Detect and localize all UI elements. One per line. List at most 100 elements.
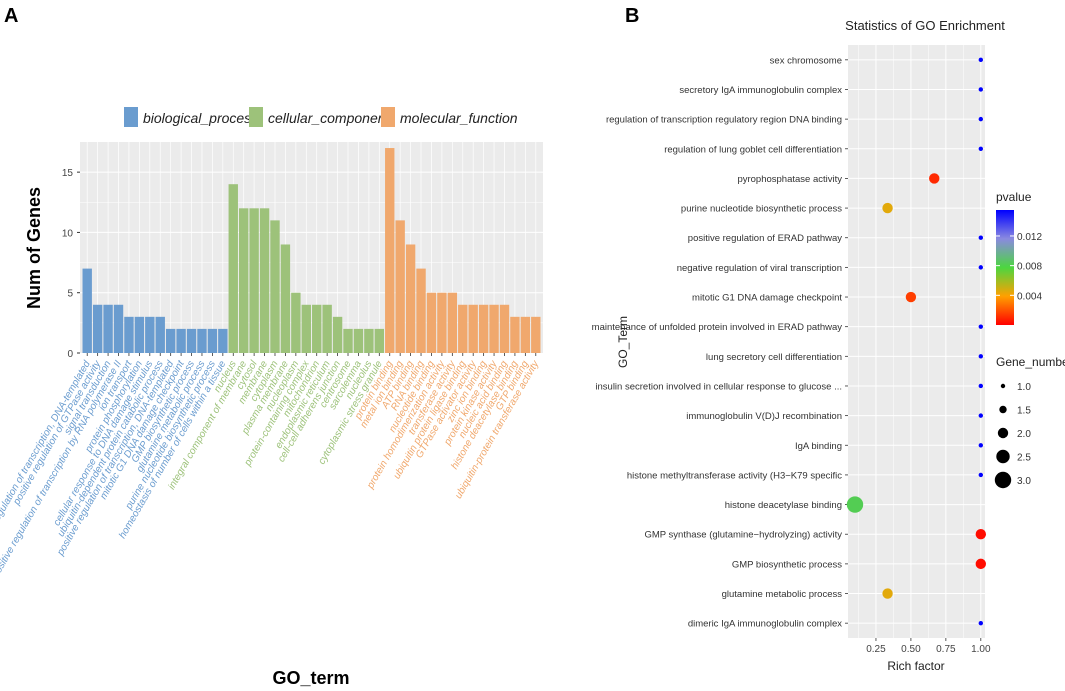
legend-swatch [381,107,395,127]
x-tick-label: 0.75 [936,644,956,655]
y-tick-label: 0 [67,349,73,360]
bar [405,244,416,353]
point [975,558,987,570]
bar [197,328,207,353]
bar [353,328,364,353]
point [975,529,987,540]
gene-number-legend-items: 1.0 1.5 2.0 2.5 3.0 [994,382,1031,489]
term-label: sex chromosome [770,55,842,66]
colorbar-tick-label: 0.012 [1017,232,1042,243]
term-label: dimeric IgA immunoglobulin complex [688,619,842,630]
term-label: negative regulation of viral transcripti… [677,263,842,274]
point [882,588,893,599]
bar [489,304,499,353]
bar [447,292,458,353]
term-label: histone methyltransferase activity (H3−K… [627,470,842,481]
gene-number-legend-title: Gene_number [996,355,1065,369]
size-legend-label: 1.5 [1017,406,1031,417]
term-label: positive regulation of ERAD pathway [688,233,842,244]
size-legend-label: 3.0 [1017,476,1031,487]
term-label: immunoglobulin V(D)J recombination [686,411,842,422]
point [978,472,984,478]
y-tick-label: 15 [62,168,74,179]
plot-b-x-axis: 0.25 0.50 0.75 1.00 [866,638,991,655]
bar [291,292,301,353]
bar [82,268,92,353]
bar [145,316,155,353]
size-legend-label: 1.0 [1017,382,1031,393]
size-legend-dot [999,405,1007,414]
pvalue-legend-ticks: 0.012 0.008 0.004 [996,232,1042,302]
bar [259,208,270,353]
point [882,202,893,214]
bar [176,328,186,353]
bar [468,304,478,353]
bar [113,304,124,353]
size-legend-label: 2.0 [1017,429,1031,440]
bar [270,220,280,353]
x-tick-label: 0.25 [866,644,886,655]
bar [364,328,374,353]
point [978,146,984,151]
term-label: histone deacetylase binding [725,500,842,511]
x-tick-label: 1.00 [971,644,991,655]
point [978,413,984,418]
term-label: purine nucleotide biosynthetic process [681,204,842,215]
size-legend-dot [1000,383,1006,389]
bar [478,304,489,353]
point [978,265,984,270]
bar [134,316,145,353]
y-tick-label: 5 [67,289,73,300]
point [978,235,984,240]
bar [186,328,197,353]
plot-b-points [846,57,987,626]
bar [374,328,385,353]
point [846,496,864,513]
term-label: insulin secretion involved in cellular r… [595,381,842,392]
bar [510,316,520,353]
point [978,324,984,329]
plot-b-gridlines [848,45,985,638]
bar [301,304,311,353]
plot-b-y-tick-labels: sex chromosome secretory IgA immunoglobul… [592,55,848,630]
term-label: GMP synthase (glutamine−hydrolyzing) act… [644,530,842,541]
size-legend-dot [994,471,1012,489]
term-label: regulation of transcription regulatory r… [606,115,842,126]
bar [416,268,426,353]
term-label: secretory IgA immunoglobulin complex [679,85,842,96]
bar [385,148,395,353]
size-legend-dot [997,427,1009,439]
plot-b-y-label: GO_Term [616,316,630,368]
bar [238,208,249,353]
point [978,57,984,63]
y-tick-label: 10 [62,228,74,239]
bar [124,316,134,353]
plot-a-bars [82,148,541,353]
point [978,620,984,626]
bar [207,328,218,353]
bar [92,304,103,353]
bar [165,328,176,353]
term-label: IgA binding [795,441,842,452]
point [978,443,984,448]
bar [458,304,468,353]
term-label: glutamine metabolic process [722,589,843,600]
size-legend-dot [996,449,1010,464]
bar [249,208,259,353]
panel-label-a: A [4,5,18,27]
plot-a-y-label: Num of Genes [24,187,44,309]
panel-label-b: B [625,5,639,27]
plot-a-x-label: GO_term [272,668,349,688]
bar [426,292,437,353]
legend-label: molecular_function [400,110,518,126]
bar [155,316,165,353]
term-label: mitotic G1 DNA damage checkpoint [692,293,842,304]
term-label: GMP biosynthetic process [732,559,842,570]
term-label: lung secretory cell differentiation [706,352,842,363]
bar [228,184,238,353]
term-label: pyrophosphatase activity [737,174,842,185]
legend-a: biological_process cellular_component mole… [124,107,518,127]
plot-b-x-label: Rich factor [887,659,944,673]
